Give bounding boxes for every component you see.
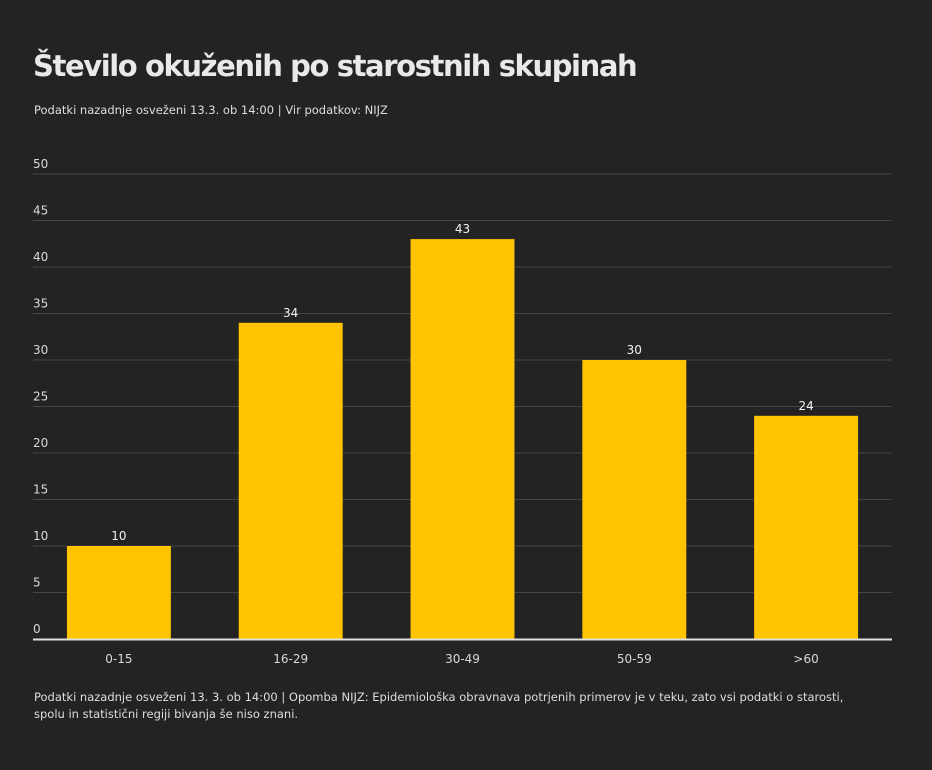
data-label: 30: [627, 343, 642, 357]
y-tick-label: 40: [33, 250, 48, 264]
y-tick-label: 50: [33, 157, 48, 171]
data-label: 34: [283, 306, 298, 320]
data-labels: 10 34 43 30 24: [111, 222, 813, 543]
bar-30-49: [410, 239, 515, 639]
x-axis-ticks: 0-15 16-29 30-49 50-59 >60: [105, 652, 818, 666]
y-tick-label: 30: [33, 343, 48, 357]
x-tick-label: 50-59: [617, 652, 652, 666]
y-axis-ticks: 0 5 10 15 20 25 30 35 40 45 50: [33, 157, 48, 636]
x-tick-label: >60: [793, 652, 818, 666]
y-tick-label: 0: [33, 622, 41, 636]
x-tick-label: 0-15: [105, 652, 132, 666]
bars: [66, 239, 859, 639]
data-label: 10: [111, 529, 126, 543]
y-tick-label: 5: [33, 576, 41, 590]
bar-50-59: [582, 360, 687, 639]
bar--60: [754, 415, 859, 639]
x-tick-label: 30-49: [445, 652, 480, 666]
data-label: 24: [798, 399, 813, 413]
bar-chart: 0 5 10 15 20 25 30 35 40 45 50 10 34 43 30 24 0-15 16-2…: [33, 157, 892, 666]
chart-subtitle: Podatki nazadnje osveženi 13.3. ob 14:00…: [34, 103, 388, 117]
y-tick-label: 10: [33, 529, 48, 543]
y-tick-label: 35: [33, 297, 48, 311]
y-tick-label: 20: [33, 436, 48, 450]
y-tick-label: 15: [33, 483, 48, 497]
y-tick-label: 25: [33, 390, 48, 404]
chart-note: Podatki nazadnje osveženi 13. 3. ob 14:0…: [34, 690, 844, 721]
y-tick-label: 45: [33, 204, 48, 218]
x-tick-label: 16-29: [273, 652, 308, 666]
data-label: 43: [455, 222, 470, 236]
chart-title: Število okuženih po starostnih skupinah: [33, 49, 638, 83]
bar-16-29: [238, 322, 343, 639]
bar-0-15: [66, 546, 171, 639]
